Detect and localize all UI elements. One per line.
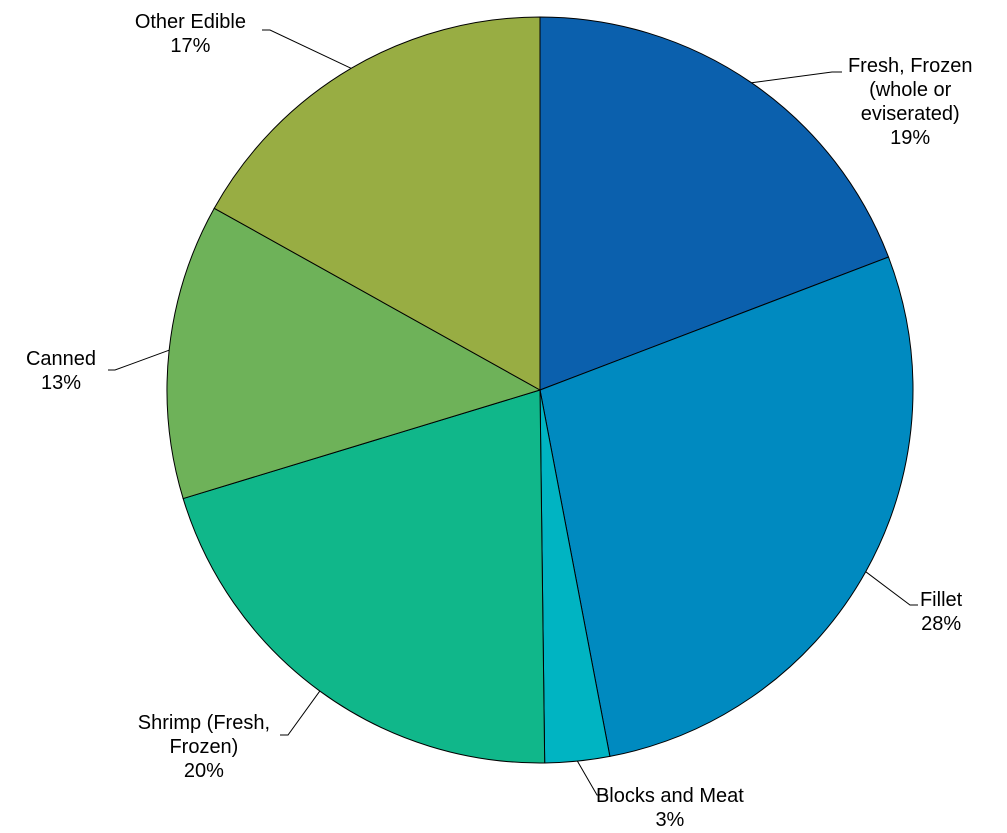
slice-label-0: Fresh, Frozen (whole or eviserated) 19% [848,55,972,149]
pie-slice-4 [166,207,542,500]
leader-lines [108,29,918,796]
pie-slice-3 [182,389,546,764]
slice-label-line: Fillet [920,589,963,611]
leader-line-5 [262,29,352,69]
slice-labels: Fresh, Frozen (whole or eviserated) 19% Fill… [26,11,972,831]
slice-percent: 17% [170,35,210,57]
slice-label-line: Shrimp (Fresh, [138,712,270,734]
leader-line-1 [865,571,918,606]
leader-line-4 [108,349,170,371]
slice-label-1: Fillet 28% [920,589,963,635]
leader-line-2 [576,760,608,796]
slice-label-2: Blocks and Meat 3% [596,785,744,831]
slice-label-3: Shrimp (Fresh, Frozen) 20% [138,712,270,782]
slice-percent: 3% [655,809,684,831]
slice-percent: 20% [184,760,224,782]
slice-label-line: Blocks and Meat [596,785,744,807]
slice-label-line: Canned [26,348,96,370]
pie-slices [166,16,914,764]
pie-slice-1 [539,256,914,757]
slice-label-line: Fresh, Frozen [848,55,972,77]
pie-slice-5 [213,16,541,391]
slice-label-line: Other Edible [135,11,246,33]
slice-label-line: eviserated) [861,103,960,125]
slice-label-line: (whole or [869,79,952,101]
leader-line-0 [751,71,842,84]
leader-line-3 [280,690,321,736]
pie-slice-0 [539,16,890,391]
slice-percent: 13% [41,372,81,394]
slice-percent: 19% [890,127,930,149]
slice-label-line: Frozen) [169,736,238,758]
slice-label-4: Canned 13% [26,348,96,394]
slice-label-5: Other Edible 17% [135,11,246,57]
slice-percent: 28% [921,613,961,635]
